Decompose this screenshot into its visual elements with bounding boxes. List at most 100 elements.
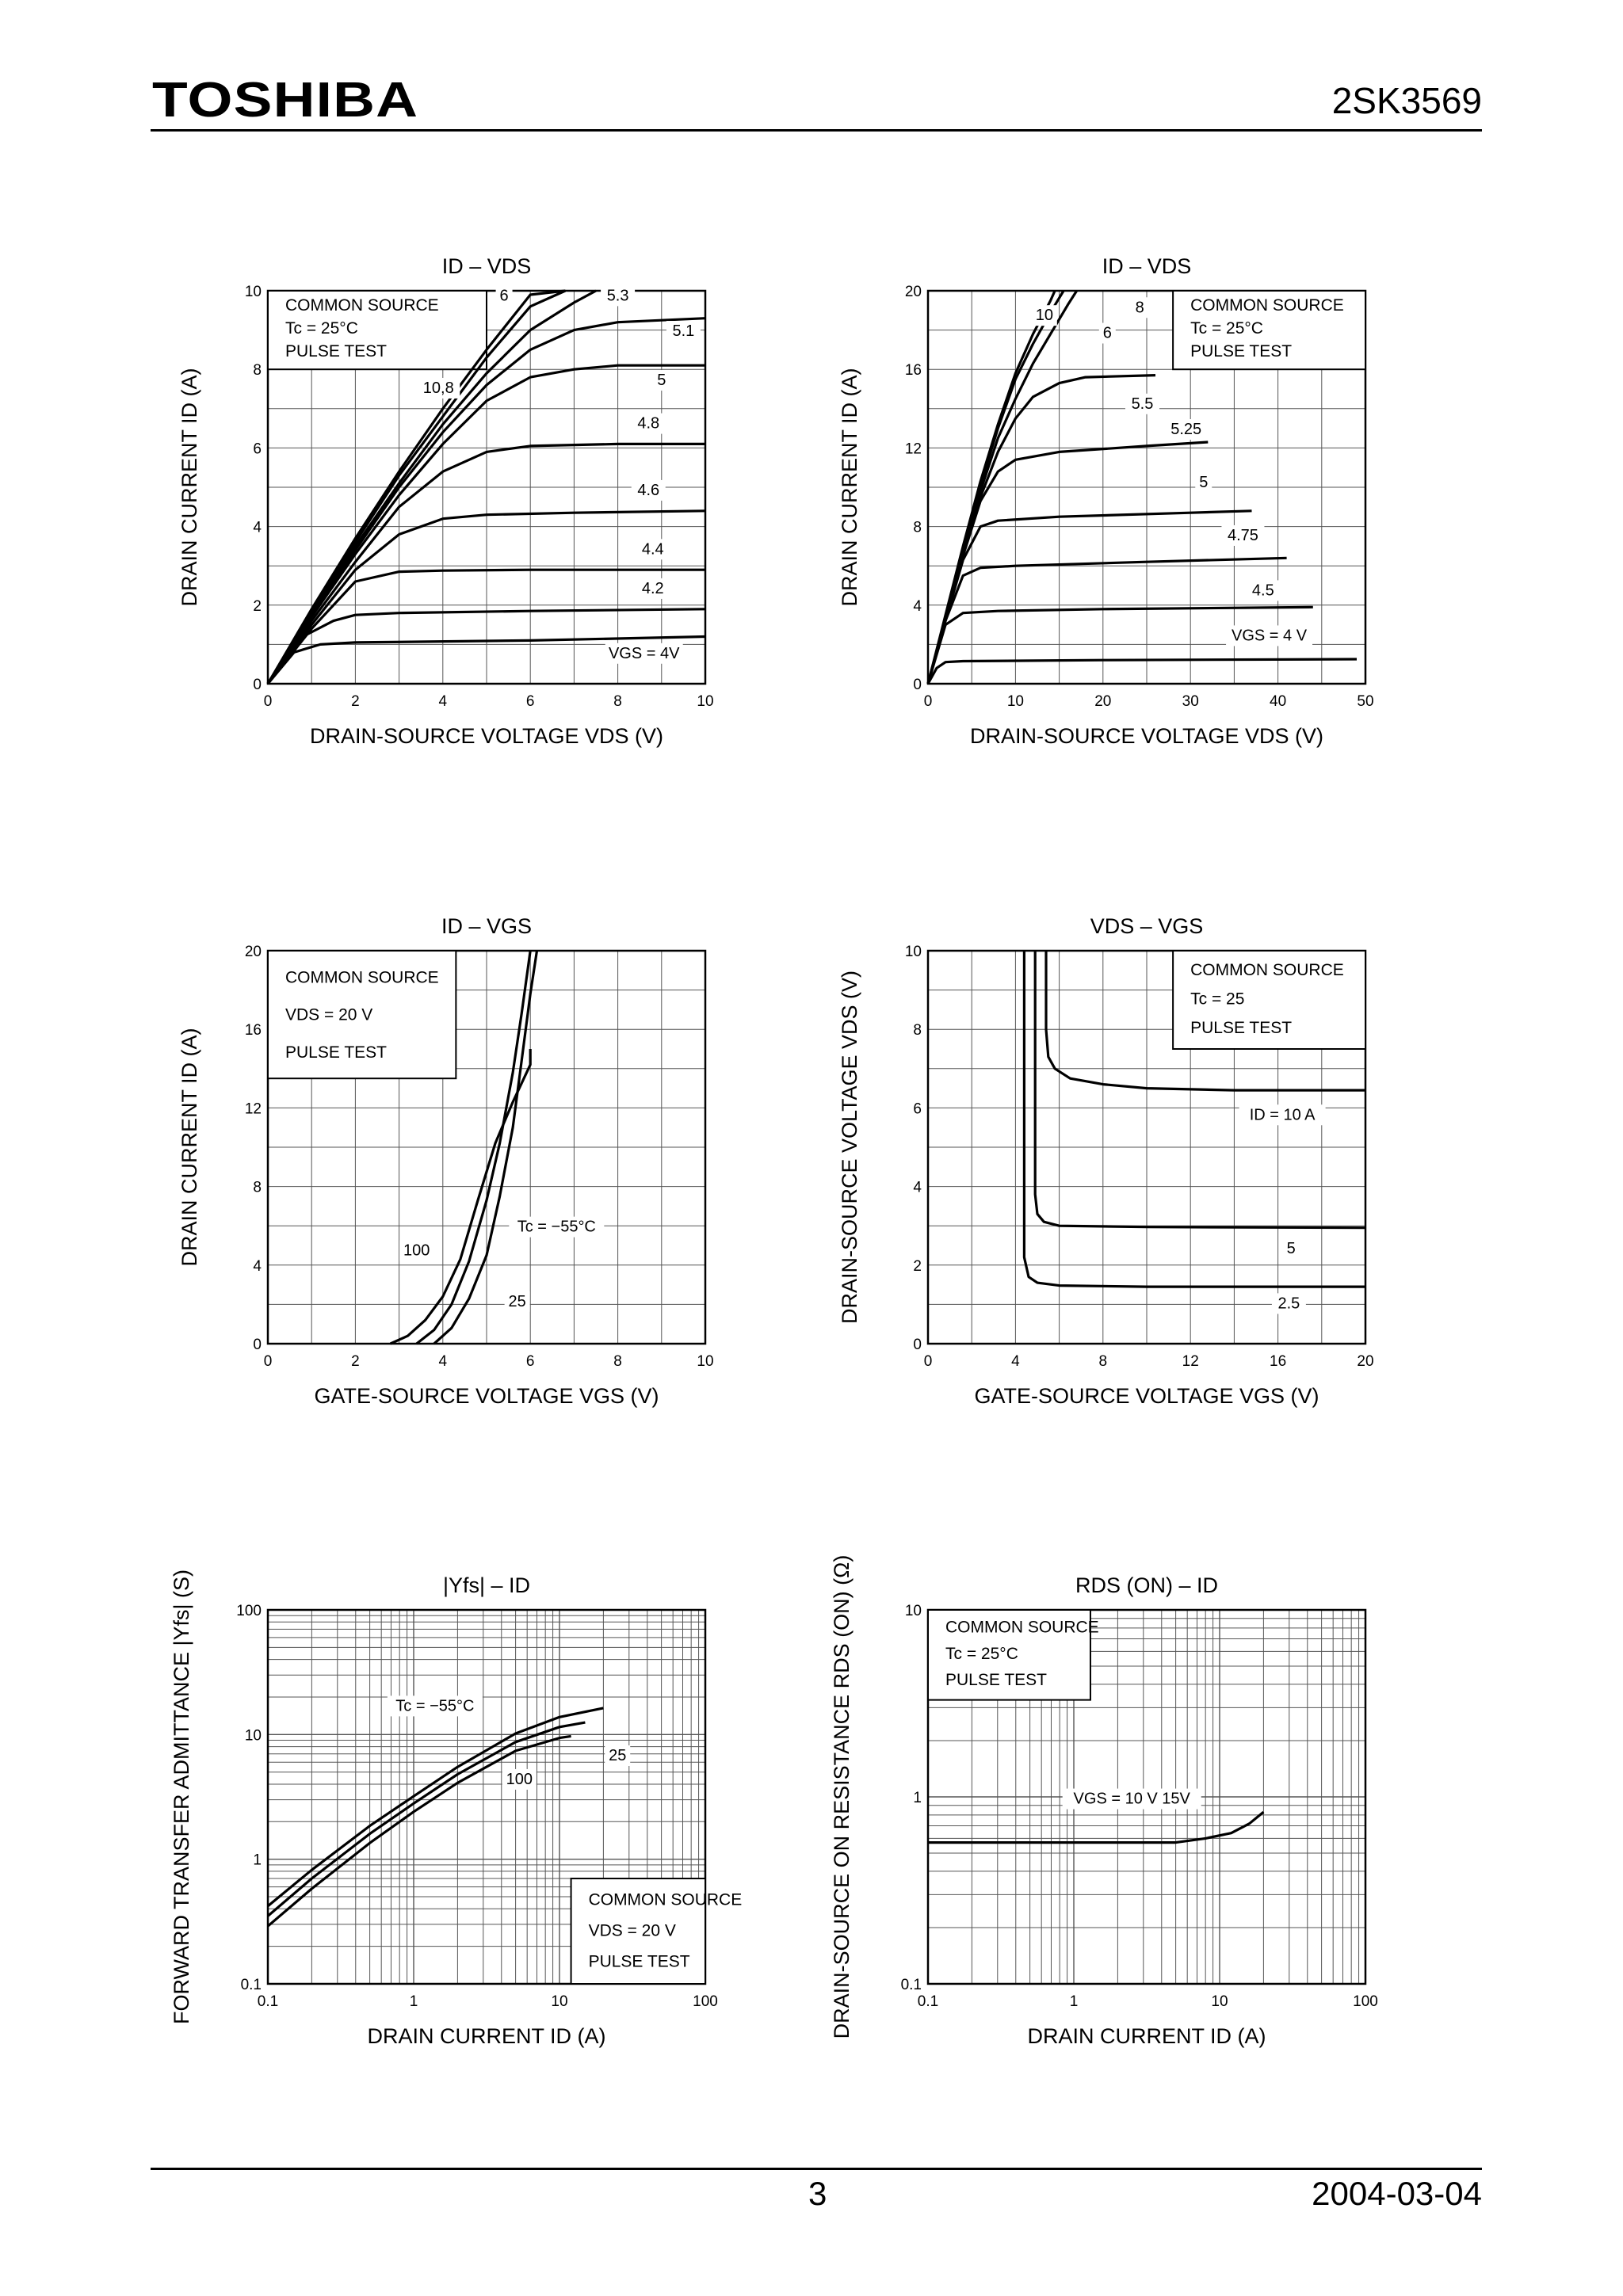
y-axis-label: FORWARD TRANSFER ADMITTANCE |Yfs| (S) bbox=[170, 1569, 193, 2024]
y-tick-label: 6 bbox=[913, 1100, 922, 1117]
y-axis-label: DRAIN CURRENT ID (A) bbox=[178, 1028, 201, 1266]
x-axis-label: DRAIN-SOURCE VOLTAGE VDS (V) bbox=[310, 724, 663, 748]
x-tick-label: 0 bbox=[264, 1353, 273, 1370]
annotation: VGS = 4V bbox=[609, 645, 680, 662]
annotation-bg bbox=[1031, 305, 1057, 326]
series-line bbox=[266, 635, 706, 685]
legend-line: COMMON SOURCE bbox=[285, 296, 439, 315]
x-tick-label: 0.1 bbox=[918, 1993, 938, 2010]
annotation-bg bbox=[1246, 580, 1281, 601]
x-tick-label: 8 bbox=[613, 1353, 622, 1370]
y-tick-label: 4 bbox=[913, 598, 922, 615]
x-tick-label: 4 bbox=[1011, 1353, 1020, 1370]
y-tick-label: 4 bbox=[253, 520, 262, 536]
chart-title: ID – VDS bbox=[442, 254, 532, 278]
y-tick-label: 6 bbox=[253, 441, 262, 457]
annotation: 5.5 bbox=[1132, 395, 1154, 413]
part-number: 2SK3569 bbox=[1331, 80, 1482, 121]
legend-line: VDS = 20 V bbox=[589, 1921, 676, 1939]
annotation-bg bbox=[1131, 297, 1148, 318]
annotation-bg bbox=[495, 285, 513, 307]
y-tick-label: 8 bbox=[253, 362, 262, 379]
series-line bbox=[926, 605, 1313, 685]
x-tick-label: 1 bbox=[1070, 1993, 1079, 2010]
series-line bbox=[266, 1721, 586, 1917]
annotation: 4.5 bbox=[1252, 582, 1274, 599]
annotation-bg bbox=[399, 1240, 434, 1261]
series-line bbox=[433, 950, 539, 1345]
annotation-bg bbox=[666, 321, 701, 342]
plot-frame bbox=[926, 1608, 1367, 1985]
y-tick-label: 4 bbox=[253, 1258, 262, 1275]
y-tick-label: 0.1 bbox=[901, 1977, 922, 1993]
y-axis-label: DRAIN-SOURCE VOLTAGE VDS (V) bbox=[838, 971, 861, 1324]
chart-c4: 0 4 8 12 16 20 0 2 4 6 8 10 VDS – VGS GATE-SOURCE VOL… bbox=[838, 914, 1374, 1408]
annotation-bg bbox=[509, 1216, 605, 1238]
annotation: 4.2 bbox=[642, 580, 664, 597]
annotation-bg bbox=[631, 479, 666, 501]
x-tick-label: 8 bbox=[1099, 1353, 1108, 1370]
chart-title: |Yfs| – ID bbox=[443, 1573, 530, 1597]
y-tick-label: 10 bbox=[905, 1603, 922, 1619]
annotation-bg bbox=[653, 370, 670, 391]
x-tick-label: 100 bbox=[693, 1993, 718, 2010]
annotation-bg bbox=[636, 578, 670, 599]
y-tick-label: 8 bbox=[913, 520, 922, 536]
annotation: 4.8 bbox=[637, 415, 659, 433]
chart-c5: 0.1 1 10 100 0.1 1 10 100 |Yfs| – ID DRAIN CURREN… bbox=[170, 1569, 742, 2048]
y-axis-label: DRAIN CURRENT ID (A) bbox=[178, 368, 201, 606]
legend-line: Tc = 25°C bbox=[285, 319, 358, 338]
annotation: 10,8 bbox=[423, 379, 454, 397]
y-tick-label: 10 bbox=[905, 944, 922, 960]
legend-line: COMMON SOURCE bbox=[589, 1890, 743, 1909]
annotation-bg bbox=[1226, 625, 1313, 646]
y-tick-label: 10 bbox=[245, 1727, 262, 1744]
x-tick-label: 10 bbox=[1007, 693, 1024, 710]
annotation: 5 bbox=[1199, 474, 1208, 491]
x-tick-label: 100 bbox=[1353, 1993, 1378, 2010]
annotation-bg bbox=[636, 539, 670, 560]
chart-title: ID – VDS bbox=[1102, 254, 1192, 278]
y-axis-label: DRAIN-SOURCE ON RESISTANCE RDS (ON) (Ω) bbox=[830, 1555, 854, 2039]
legend-line: VDS = 20 V bbox=[285, 1006, 372, 1024]
legend-box bbox=[267, 290, 487, 371]
legend-line: PULSE TEST bbox=[1190, 1019, 1292, 1037]
legend-line: Tc = 25°C bbox=[1190, 319, 1263, 338]
series-line bbox=[266, 364, 705, 685]
annotation-bg bbox=[1164, 419, 1208, 441]
annotation: 5 bbox=[657, 372, 666, 389]
x-tick-label: 10 bbox=[697, 1353, 713, 1370]
annotation-bg bbox=[504, 1291, 530, 1312]
annotation: 10 bbox=[1036, 307, 1053, 324]
legend-line: Tc = 25 bbox=[1190, 990, 1244, 1008]
y-tick-label: 0 bbox=[253, 1337, 262, 1353]
y-tick-label: 10 bbox=[245, 284, 262, 300]
annotation: ID = 10 A bbox=[1250, 1106, 1316, 1123]
series-line bbox=[926, 658, 1358, 685]
series-line bbox=[926, 509, 1252, 685]
legend-line: COMMON SOURCE bbox=[1190, 961, 1344, 979]
chart-c2: 0 10 20 30 40 50 0 4 8 12 16 20 ID – VDS DRAIN-SOURCE… bbox=[838, 254, 1374, 748]
annotation: 25 bbox=[509, 1293, 526, 1310]
y-tick-label: 0 bbox=[253, 677, 262, 693]
legend-line: PULSE TEST bbox=[285, 1043, 387, 1062]
y-tick-label: 100 bbox=[236, 1603, 262, 1619]
series-line bbox=[266, 317, 706, 685]
annotation: 4.75 bbox=[1228, 527, 1258, 544]
y-tick-label: 20 bbox=[905, 284, 922, 300]
chart-c6: 0.1 1 10 100 0.1 1 10 RDS (ON) – ID DRAIN CURREN… bbox=[830, 1555, 1378, 2048]
legend-line: COMMON SOURCE bbox=[945, 1618, 1099, 1636]
x-tick-label: 20 bbox=[1357, 1353, 1373, 1370]
annotation: 5.1 bbox=[672, 322, 694, 340]
legend-box bbox=[267, 950, 457, 1080]
annotation-bg bbox=[1239, 1104, 1326, 1126]
x-axis-label: GATE-SOURCE VOLTAGE VGS (V) bbox=[974, 1384, 1319, 1408]
series-line bbox=[266, 442, 705, 685]
legend-line: COMMON SOURCE bbox=[285, 968, 439, 986]
annotation-bg bbox=[1221, 524, 1265, 546]
y-tick-label: 0 bbox=[913, 677, 922, 693]
annotation: 6 bbox=[500, 287, 509, 304]
series-line bbox=[926, 441, 1209, 685]
